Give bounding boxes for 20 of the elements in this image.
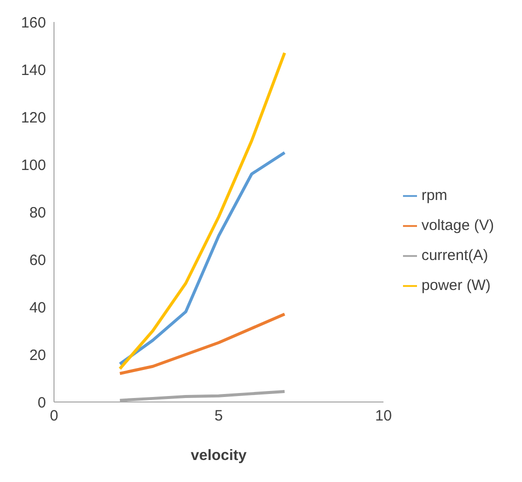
y-tick-label: 60 <box>29 252 46 269</box>
legend-label: rpm <box>421 187 448 204</box>
x-axis-title: velocity <box>190 447 248 464</box>
y-tick-label: 100 <box>20 156 46 174</box>
y-tick-label: 120 <box>20 109 46 126</box>
y-tick-label: 160 <box>20 14 46 32</box>
y-tick-label: 80 <box>29 204 46 222</box>
y-tick-label: 0 <box>38 394 46 412</box>
x-tick-label: 10 <box>375 408 392 425</box>
y-tick-label: 140 <box>20 62 46 79</box>
line-series <box>118 51 286 370</box>
legend-label: power (W) <box>421 277 491 294</box>
line-series <box>118 151 286 366</box>
y-tick-label: 40 <box>29 299 46 316</box>
legend-label: current(A) <box>421 247 488 264</box>
legend-label: voltage (V) <box>421 217 494 234</box>
y-tick-label: 20 <box>29 346 46 364</box>
line-series <box>118 312 286 375</box>
x-tick-label: 5 <box>214 408 223 425</box>
x-tick-label: 0 <box>50 408 58 425</box>
